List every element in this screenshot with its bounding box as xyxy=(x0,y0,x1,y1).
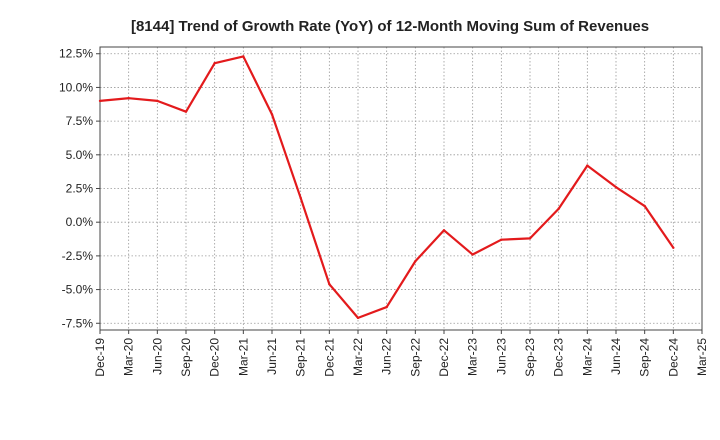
y-tick-label: 5.0% xyxy=(66,148,94,162)
data-point xyxy=(98,99,102,103)
x-tick-label: Dec-20 xyxy=(208,338,222,377)
data-point xyxy=(127,97,130,100)
chart-title: [8144] Trend of Growth Rate (YoY) of 12-… xyxy=(131,18,649,35)
x-tick-label: Sep-24 xyxy=(638,338,652,377)
x-tick-label: Jun-20 xyxy=(150,338,164,375)
y-tick-label: 2.5% xyxy=(66,182,94,196)
y-tick-label: 7.5% xyxy=(66,114,94,128)
data-point xyxy=(586,164,589,167)
data-point xyxy=(614,185,618,189)
x-tick-label: Mar-22 xyxy=(351,338,365,376)
data-point xyxy=(270,113,274,116)
x-tick-label: Jun-23 xyxy=(494,338,508,375)
x-tick-label: Mar-21 xyxy=(236,338,250,376)
x-tick-label: Dec-24 xyxy=(666,338,680,377)
data-point xyxy=(500,238,503,241)
data-point xyxy=(414,260,417,263)
series-layer xyxy=(98,55,675,320)
x-tick-label: Dec-21 xyxy=(322,338,336,377)
x-tick-label: Mar-23 xyxy=(466,338,480,376)
data-point xyxy=(471,253,474,256)
x-tick-label: Mar-24 xyxy=(580,338,594,376)
x-axis: Dec-19 Mar-20 Jun-20 Sep-20 Dec-20 Mar-21 Jun-… xyxy=(93,330,709,377)
data-point xyxy=(672,246,675,249)
data-point xyxy=(213,61,216,65)
gridlines xyxy=(100,47,702,330)
data-point xyxy=(557,207,560,210)
x-tick-label: Dec-19 xyxy=(93,338,107,377)
data-point xyxy=(242,55,245,58)
x-tick-label: Jun-21 xyxy=(265,338,279,375)
y-tick-label: -5.0% xyxy=(62,283,94,297)
data-point xyxy=(643,204,646,208)
x-tick-label: Mar-25 xyxy=(695,338,709,376)
x-tick-label: Jun-22 xyxy=(380,338,394,375)
x-tick-label: Jun-24 xyxy=(609,338,623,375)
data-point xyxy=(184,110,188,113)
y-tick-label: -2.5% xyxy=(62,249,94,263)
y-tick-label: 0.0% xyxy=(66,215,94,229)
y-tick-label: -7.5% xyxy=(62,316,94,330)
data-point xyxy=(528,237,532,240)
data-point xyxy=(328,282,331,286)
y-tick-label: 12.5% xyxy=(59,47,93,61)
data-point xyxy=(156,99,159,103)
data-point xyxy=(299,196,302,200)
data-point xyxy=(442,229,446,232)
x-tick-label: Sep-21 xyxy=(294,338,308,377)
x-tick-label: Sep-22 xyxy=(408,338,422,377)
x-tick-label: Mar-20 xyxy=(122,338,136,376)
plot-area xyxy=(99,46,703,331)
x-tick-label: Sep-20 xyxy=(179,338,193,377)
data-point xyxy=(385,305,388,309)
x-tick-label: Dec-22 xyxy=(437,338,451,377)
x-tick-label: Sep-23 xyxy=(523,338,537,377)
y-axis: 12.5% 10.0% 7.5% 5.0% 2.5% 0.0% -2.5% -5.0% -7.5… xyxy=(59,47,100,330)
data-point xyxy=(356,316,360,320)
x-tick-label: Dec-23 xyxy=(552,338,566,377)
y-tick-label: 10.0% xyxy=(59,80,93,94)
